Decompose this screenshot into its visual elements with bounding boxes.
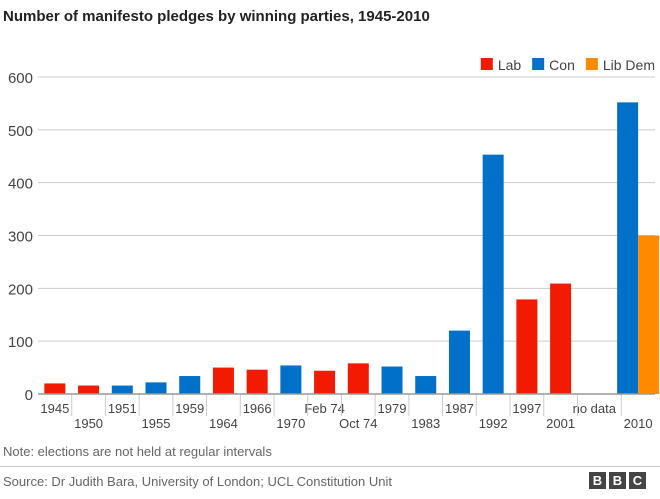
x-tick-label: 1983 [411, 416, 440, 431]
bar-1997-Lab [516, 299, 538, 394]
y-tick-label: 500 [8, 123, 33, 140]
x-tick-label: Feb 74 [304, 401, 344, 416]
x-tick-label: 1964 [209, 416, 238, 431]
x-tick-label: 1955 [142, 416, 171, 431]
y-tick-label: 0 [25, 387, 33, 404]
x-tick-label: 1997 [512, 401, 541, 416]
x-tick-label: Oct 74 [339, 416, 377, 431]
bar-1966-Lab [246, 369, 268, 394]
bar-1951-Con [111, 385, 133, 394]
bar-1987-Con [448, 330, 470, 394]
x-tick-label: 1966 [243, 401, 272, 416]
x-tick-label: 2010 [624, 416, 653, 431]
bar-Oct-74-Lab [347, 363, 369, 394]
chart-note: Note: elections are not held at regular … [3, 444, 272, 459]
bar-1964-Lab [212, 367, 234, 394]
legend-swatch-Lab [480, 58, 493, 70]
x-tick-label: 1979 [378, 401, 407, 416]
x-tick-label: 1992 [479, 416, 508, 431]
bar-1959-Con [179, 376, 201, 394]
bar-2001-Lab [550, 283, 572, 394]
bar-2010-Con [617, 102, 639, 395]
bar-1955-Con [145, 382, 167, 394]
chart-title: Number of manifesto pledges by winning p… [3, 8, 430, 25]
x-tick-label: 1970 [276, 416, 305, 431]
x-tick-label: no data [573, 401, 617, 416]
legend-swatch-Con [532, 58, 545, 70]
y-tick-label: 300 [8, 229, 33, 246]
x-tick-label: 2001 [546, 416, 575, 431]
source-text: Source: Dr Judith Bara, University of Lo… [3, 474, 392, 489]
bar-2010-Lib-Dem [638, 235, 660, 394]
bar-1945-Lab [44, 383, 66, 394]
bar-chart: 0 100 200 300 400 500 600 1945 1950 1951 1955 1959 1… [8, 57, 660, 431]
y-tick-label: 200 [8, 281, 33, 298]
legend-label-Lib-Dem: Lib Dem [603, 57, 655, 73]
bar-1983-Con [415, 376, 437, 394]
y-tick-label: 600 [8, 70, 33, 87]
x-tick-label: 1951 [108, 401, 137, 416]
legend-swatch-Lib-Dem [585, 58, 598, 70]
bar-Feb-74-Lab [314, 370, 336, 394]
divider [0, 466, 660, 467]
x-tick-label: 1945 [40, 401, 69, 416]
x-tick-label: 1959 [175, 401, 204, 416]
y-tick-label: 100 [8, 334, 33, 351]
bar-1992-Con [482, 154, 504, 394]
bar-1979-Con [381, 366, 403, 394]
x-tick-label: 1987 [445, 401, 474, 416]
legend-label-Lab: Lab [498, 57, 522, 73]
bar-1970-Con [280, 365, 302, 394]
x-tick-label: 1950 [74, 416, 103, 431]
y-tick-label: 400 [8, 176, 33, 193]
legend-label-Con: Con [549, 57, 575, 73]
bar-1950-Lab [78, 385, 100, 394]
